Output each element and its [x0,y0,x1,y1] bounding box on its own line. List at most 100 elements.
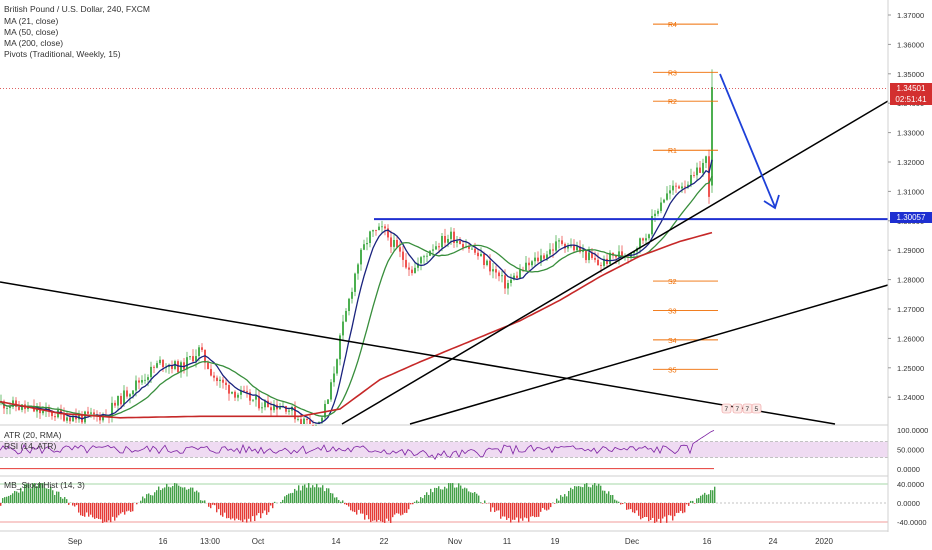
candle [117,395,119,412]
stoch-bar [50,486,52,503]
candle [690,168,692,188]
atr-rsi-panel[interactable]: 100.0000 50.0000 0.0000 [0,426,928,474]
stoch-bar [684,503,686,513]
stoch-bar [274,501,276,503]
descending-trendline[interactable] [0,281,836,425]
candle-body [639,238,641,249]
stoch-bar [280,502,282,503]
candle-body [234,391,236,398]
stoch-bar [228,503,230,519]
candle [12,396,14,410]
candle-body [645,238,647,241]
time-tick-label: 2020 [815,537,833,546]
candle [0,394,2,406]
forecast-arrow[interactable] [719,73,776,208]
candle-body [477,252,479,257]
stoch-bar [120,503,122,514]
time-axis[interactable]: Sep 16 13:00 Oct 14 22 Nov 11 19 Dec 16 24 2020 [68,537,834,546]
stoch-bar [294,488,296,503]
stoch-bar [434,487,436,503]
stoch-bar [612,495,614,503]
stoch-bar [588,486,590,503]
candle [201,343,203,353]
stoch-bar [114,503,116,521]
price-axis[interactable]: 1.370001.360001.350001.340001.330001.320… [887,0,924,532]
legend-ma21[interactable]: MA (21, close) [4,16,59,26]
legend-pivots[interactable]: Pivots (Traditional, Weekly, 15) [4,49,121,59]
stoch-bar [662,503,664,519]
stochhist-panel[interactable]: 40.0000 0.0000 -40.0000 [0,480,927,527]
candle-body [534,257,536,262]
stoch-bar [118,503,120,516]
legend-ma200[interactable]: MA (200, close) [4,38,64,48]
candle-body [156,363,158,368]
candle-body [60,409,62,413]
legend-atr[interactable]: ATR (20, RMA) [4,430,62,440]
stoch-bar [576,486,578,503]
stoch-bar [336,497,338,503]
candle [540,248,542,266]
event-marker[interactable] [721,403,732,414]
event-marker[interactable] [751,403,762,414]
stoch-bar [200,500,202,503]
candle-body [576,246,578,251]
candle [261,402,263,414]
candle-body [288,410,290,412]
ma50-line[interactable] [0,175,713,417]
candle-body [657,210,659,214]
stoch-bar [672,503,674,521]
candle-body [237,394,239,398]
legend-rsi[interactable]: RSI (14, ATR) [4,441,57,451]
candle-body [555,241,557,251]
countdown-tag: 02:51:41 [890,94,932,105]
stoch-bar [636,503,638,511]
candle [684,180,686,194]
legend-ma50[interactable]: MA (50, close) [4,27,59,37]
candle-body [102,414,104,421]
stoch-bar [584,483,586,503]
candle-body [75,415,77,420]
stoch-bar [136,503,138,505]
stoch-bar [306,487,308,503]
ma21-line[interactable] [0,159,713,425]
candle-body [153,366,155,368]
time-tick-label: Sep [68,537,83,546]
candle [414,262,416,274]
stoch-bar [390,503,392,523]
channel-trendline[interactable] [409,284,889,425]
candle [99,412,101,424]
candle-body [228,385,230,394]
candle-body [408,267,410,270]
stoch-bar [586,483,588,503]
stoch-bar [474,492,476,503]
stoch-bar [526,503,528,519]
ascending-trendline[interactable] [341,100,889,425]
candle-body [561,240,563,244]
ma200-line[interactable] [0,231,713,419]
stoch-bar [164,487,166,503]
candle [402,245,404,268]
candle [210,364,212,377]
stoch-bar [170,487,172,503]
candle [69,414,71,424]
event-marker[interactable] [732,403,743,414]
candle-body [240,390,242,395]
candle-body [279,407,281,410]
candle [192,349,194,363]
candle [354,272,356,297]
candle-body [597,259,599,266]
candle [348,297,350,316]
price-tick-label: 1.29000 [897,246,924,255]
candle-body [618,251,620,258]
candle [159,356,161,365]
legend-stochhist[interactable]: MB_StochHist (14, 3) [4,480,85,490]
stoch-bar [388,503,390,521]
rsi-line[interactable] [0,430,715,460]
stoch-bar [492,503,494,508]
candle-body [324,403,326,418]
candle [477,248,479,260]
candle [228,383,230,401]
candle [63,407,65,423]
